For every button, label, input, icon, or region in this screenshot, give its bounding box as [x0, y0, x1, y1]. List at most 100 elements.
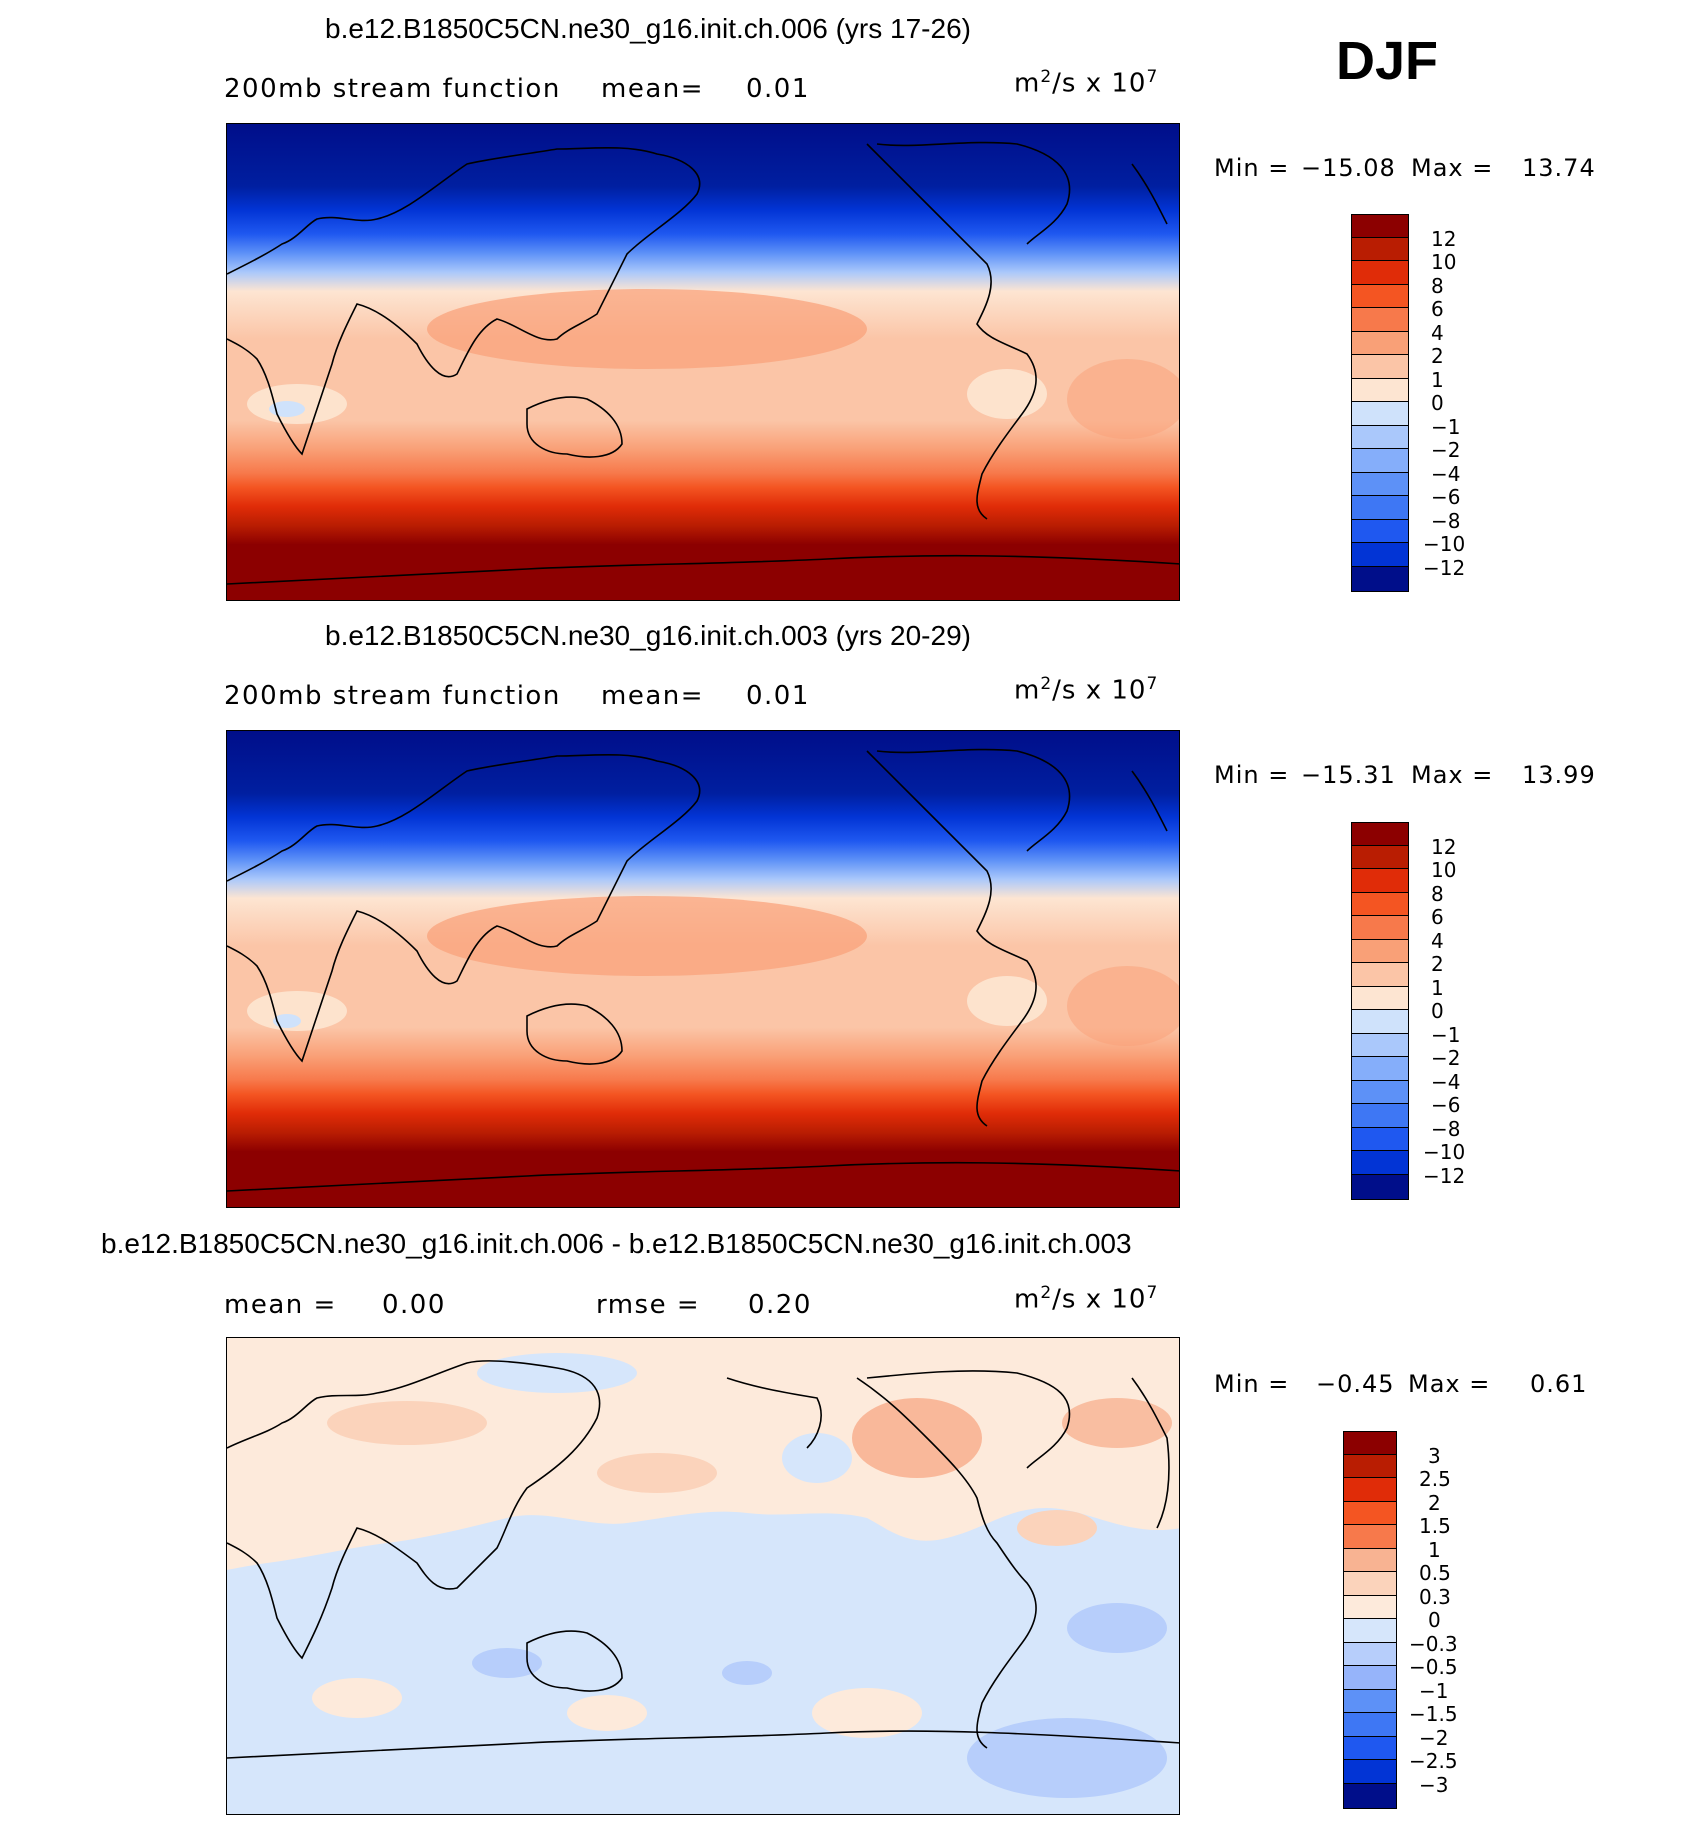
cb1-label: −2 — [1431, 438, 1461, 462]
panel-3-units: m2/s x 107 — [1014, 1283, 1158, 1315]
cb3-cell — [1343, 1642, 1397, 1666]
units-exp1: 2 — [1040, 67, 1053, 87]
cb1-label: −1 — [1431, 415, 1461, 439]
panel-2-units: m2/s x 107 — [1014, 674, 1158, 706]
units-base: m — [1014, 675, 1041, 706]
panel-1-subtitle: 200mb stream function — [224, 74, 561, 104]
cb3-label: −1.5 — [1409, 1702, 1458, 1726]
cb1-cell — [1351, 237, 1409, 261]
panel-3-contour-southern-low — [967, 1718, 1167, 1798]
cb1-cell — [1351, 425, 1409, 449]
cb1-cell — [1351, 448, 1409, 473]
cb3-label: −2 — [1419, 1726, 1449, 1750]
cb1-cell — [1351, 542, 1409, 567]
panel-2-mean-label: mean= — [601, 681, 705, 711]
panel-2-max-label: Max = — [1411, 761, 1494, 789]
panel-1-units: m2/s x 107 — [1014, 67, 1158, 99]
cb1-label: 10 — [1431, 250, 1457, 274]
units-base: m — [1014, 68, 1041, 99]
panel-3-contour-sind-high — [312, 1678, 402, 1718]
cb2-cell — [1351, 1080, 1409, 1104]
cb3-cell — [1343, 1736, 1397, 1760]
cb1-label: 8 — [1431, 274, 1444, 298]
panel-3-contour-indian-low — [472, 1648, 542, 1678]
panel-1-contour-satlantic — [1067, 359, 1179, 439]
cb2-label: 10 — [1431, 858, 1457, 882]
panel-2-subtitle: 200mb stream function — [224, 681, 561, 711]
cb2-cell — [1351, 1150, 1409, 1175]
cb1-cell — [1351, 401, 1409, 426]
panel-1-mean-value: 0.01 — [746, 74, 810, 104]
panel-3-min-value: −0.45 — [1316, 1370, 1395, 1398]
cb2-cell — [1351, 1009, 1409, 1034]
cb2-label: 1 — [1431, 976, 1444, 1000]
panel-3-coastlines — [227, 1360, 1179, 1759]
cb2-cell — [1351, 1127, 1409, 1151]
panel-2-mean-value: 0.01 — [746, 681, 810, 711]
cb1-cell — [1351, 260, 1409, 285]
units-mid: /s x 10 — [1052, 68, 1147, 99]
panel-1-max-value: 13.74 — [1522, 154, 1596, 182]
cb1-label: 6 — [1431, 297, 1444, 321]
panel-2-contour-satlantic — [1067, 966, 1179, 1046]
panel-3-contour-positive — [227, 1338, 1179, 1570]
cb2-cell — [1351, 962, 1409, 987]
panel-3-contour-pacific — [597, 1453, 717, 1493]
panel-3-map-svg — [227, 1338, 1179, 1814]
cb2-cell — [1351, 822, 1409, 846]
cb2-label: −2 — [1431, 1046, 1461, 1070]
cb3-cell — [1343, 1665, 1397, 1690]
cb3-cell — [1343, 1501, 1397, 1525]
panel-2-title: b.e12.B1850C5CN.ne30_g16.init.ch.003 (yr… — [325, 620, 971, 651]
panel-3-contour-europe — [327, 1401, 487, 1445]
cb3-label: 0 — [1428, 1608, 1441, 1632]
panel-2-min-label: Min = — [1214, 761, 1290, 789]
units-mid: /s x 10 — [1052, 1284, 1147, 1315]
panel-3-map — [226, 1337, 1180, 1815]
cb3-cell — [1343, 1759, 1397, 1784]
panel-2-max-value: 13.99 — [1522, 761, 1596, 789]
cb2-label: 12 — [1431, 835, 1457, 859]
panel-2-contour-africa-low — [273, 1014, 301, 1028]
panel-3-contour-arctic-low — [477, 1353, 637, 1393]
panel-1-contour-africa-low — [269, 401, 305, 417]
units-exp2: 7 — [1146, 1283, 1159, 1303]
units-exp2: 7 — [1146, 674, 1159, 694]
cb3-cell — [1343, 1477, 1397, 1502]
panel-3-mean-label: mean = — [224, 1290, 337, 1320]
cb1-label: 12 — [1431, 227, 1457, 251]
panel-1-max-label: Max = — [1411, 154, 1494, 182]
panel-2-colorbar: 12 10 8 6 4 2 1 0 −1 −2 −4 −6 −8 −10 −12 — [1351, 822, 1465, 1200]
cb2-cell — [1351, 892, 1409, 916]
cb2-label: 4 — [1431, 929, 1444, 953]
panel-3-contour-satlantic-low — [1067, 1603, 1167, 1653]
cb3-label: 0.5 — [1419, 1561, 1451, 1585]
units-exp1: 2 — [1040, 674, 1053, 694]
cb1-cell — [1351, 519, 1409, 543]
panel-3-max-label: Max = — [1408, 1370, 1491, 1398]
cb2-cell — [1351, 1033, 1409, 1057]
cb3-label: −2.5 — [1409, 1749, 1458, 1773]
cb1-cell — [1351, 214, 1409, 238]
panel-3-title: b.e12.B1850C5CN.ne30_g16.init.ch.006 - b… — [101, 1228, 1132, 1259]
panel-3-contour-atlantic — [1017, 1510, 1097, 1546]
cb1-label: 0 — [1431, 391, 1444, 415]
cb3-label: −3 — [1419, 1773, 1449, 1797]
cb3-cell — [1343, 1431, 1397, 1455]
cb1-cell — [1351, 354, 1409, 379]
cb2-cell — [1351, 1056, 1409, 1081]
cb1-label: −8 — [1431, 509, 1461, 533]
panel-3-max-value: 0.61 — [1530, 1370, 1588, 1398]
panel-1-map — [226, 123, 1180, 601]
cb3-label: 3 — [1428, 1444, 1441, 1468]
cb3-label: 1.5 — [1419, 1514, 1451, 1538]
cb2-cell — [1351, 915, 1409, 940]
cb3-cell — [1343, 1689, 1397, 1713]
panel-3-rmse-value: 0.20 — [748, 1290, 812, 1320]
cb1-cell — [1351, 566, 1409, 592]
cb2-cell — [1351, 868, 1409, 893]
units-base: m — [1014, 1284, 1041, 1315]
cb3-cell — [1343, 1595, 1397, 1619]
cb1-cell — [1351, 284, 1409, 308]
cb1-label: −10 — [1423, 532, 1466, 556]
